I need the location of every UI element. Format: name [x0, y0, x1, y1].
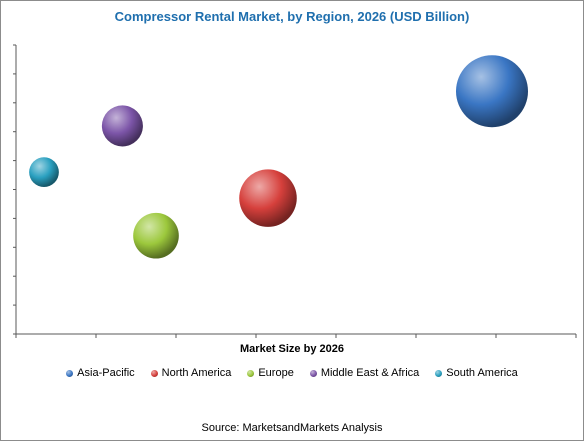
legend-item-south-america: South America [435, 367, 518, 379]
chart-title: Compressor Rental Market, by Region, 202… [114, 9, 470, 24]
legend-label: Asia-Pacific [77, 367, 135, 379]
legend-item-north-america: North America [150, 367, 232, 379]
bubble-middle-east-africa [101, 105, 143, 147]
legend-label: Middle East & Africa [320, 367, 420, 379]
legend-label: South America [446, 367, 518, 379]
bubble-north-america [239, 169, 297, 227]
x-axis-label: Market Size by 2026 [240, 343, 344, 355]
bubble-south-america [29, 157, 59, 188]
legend-item-asia-pacific: Asia-Pacific [66, 367, 135, 379]
bubbles [29, 55, 528, 259]
legend-item-europe: Europe [247, 367, 294, 379]
legend: Asia-Pacific North America Europe Middle Ea… [0, 367, 584, 379]
legend-marker [435, 369, 443, 377]
legend-marker [247, 369, 255, 377]
legend-item-middle-east-africa: Middle East & Africa [309, 367, 420, 379]
source-note: Source: MarketsandMarkets Analysis [201, 422, 383, 434]
bubble-asia-pacific [456, 55, 528, 128]
axes [13, 44, 577, 338]
legend-marker [66, 369, 74, 377]
legend-label: Europe [258, 367, 294, 379]
legend-marker [150, 369, 158, 377]
legend-marker [309, 369, 317, 377]
bubble-europe [133, 212, 179, 259]
legend-label: North America [161, 367, 232, 379]
